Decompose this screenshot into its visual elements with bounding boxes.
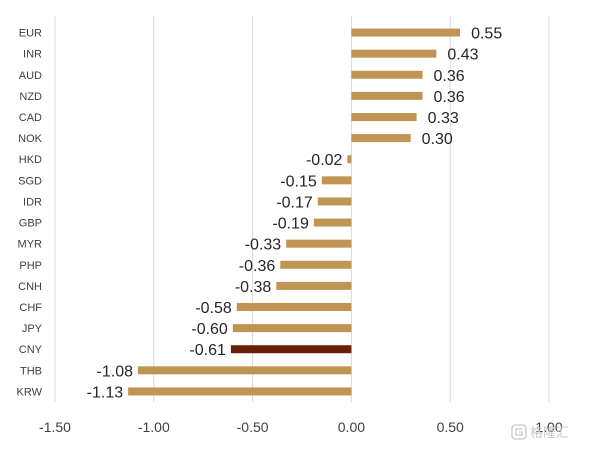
x-tick-label: 0.50 (437, 419, 464, 435)
value-label: -0.33 (245, 237, 282, 254)
x-axis-tick-labels: -1.50 -1.00 -0.50 0.00 0.50 1.00 (39, 419, 563, 435)
bar (351, 28, 461, 37)
value-label: -0.19 (272, 216, 309, 233)
value-label: -0.36 (239, 258, 276, 275)
value-label: 0.43 (447, 47, 478, 64)
category-label: AUD (19, 70, 42, 82)
bar (232, 324, 352, 333)
bar (280, 260, 352, 269)
category-label: IDR (23, 196, 42, 208)
category-label: JPY (22, 323, 43, 335)
category-label: GBP (19, 218, 42, 230)
value-label: -0.17 (276, 194, 313, 211)
category-label: INR (23, 49, 42, 61)
category-label: KRW (17, 386, 43, 398)
bar (230, 345, 352, 354)
value-label: -0.61 (189, 342, 226, 359)
x-tick-label: -1.50 (39, 419, 71, 435)
value-label: 0.36 (434, 68, 465, 85)
value-label: -0.15 (280, 173, 317, 190)
bar (276, 281, 352, 290)
gridlines (54, 16, 550, 402)
bar (351, 49, 437, 58)
value-label: -0.60 (191, 321, 228, 338)
category-label: CNY (19, 344, 43, 356)
bar (236, 303, 352, 311)
value-label: 0.55 (471, 26, 502, 43)
value-label: 0.36 (434, 89, 465, 106)
value-label: -0.38 (235, 279, 272, 296)
value-labels: 0.55 0.43 0.36 0.36 0.33 0.30 -0.02 -0.15 -0.17 -… (87, 26, 503, 402)
category-label: MYR (18, 239, 43, 251)
category-label: NZD (19, 91, 42, 103)
value-label: 0.33 (428, 110, 459, 127)
x-tick-label: 1.00 (535, 419, 562, 435)
value-label: -0.58 (195, 300, 232, 317)
category-label: EUR (19, 28, 42, 40)
bars (128, 28, 461, 396)
bar (347, 155, 352, 164)
bar (321, 176, 352, 185)
bar (137, 366, 352, 375)
bar (128, 387, 352, 396)
bar (351, 91, 423, 100)
watermark-text: 格隆汇 (530, 425, 569, 440)
x-tick-label: -1.00 (138, 419, 170, 435)
value-label: -0.02 (306, 152, 343, 169)
category-labels: EUR INR AUD NZD CAD NOK HKD SGD IDR GBP MYR PHP CNH C… (17, 28, 43, 399)
category-label: NOK (18, 133, 43, 145)
bar (351, 70, 423, 79)
watermark: 格隆汇 (511, 424, 569, 440)
category-label: CNH (18, 281, 42, 293)
category-label: HKD (19, 154, 42, 166)
value-label: -1.13 (87, 384, 124, 401)
category-label: PHP (19, 260, 42, 272)
bar (286, 239, 352, 248)
gelonghui-logo-icon (511, 424, 527, 440)
value-label: 0.30 (422, 131, 453, 148)
category-label: CHF (19, 302, 42, 314)
category-label: CAD (19, 112, 42, 124)
bar (313, 218, 352, 227)
category-label: SGD (18, 175, 42, 187)
category-label: THB (20, 365, 42, 377)
x-tick-label: -0.50 (237, 419, 269, 435)
bar (351, 134, 411, 143)
bar (351, 113, 417, 121)
bar (317, 197, 352, 206)
value-label: -1.08 (97, 363, 134, 380)
x-tick-label: 0.00 (338, 419, 365, 435)
